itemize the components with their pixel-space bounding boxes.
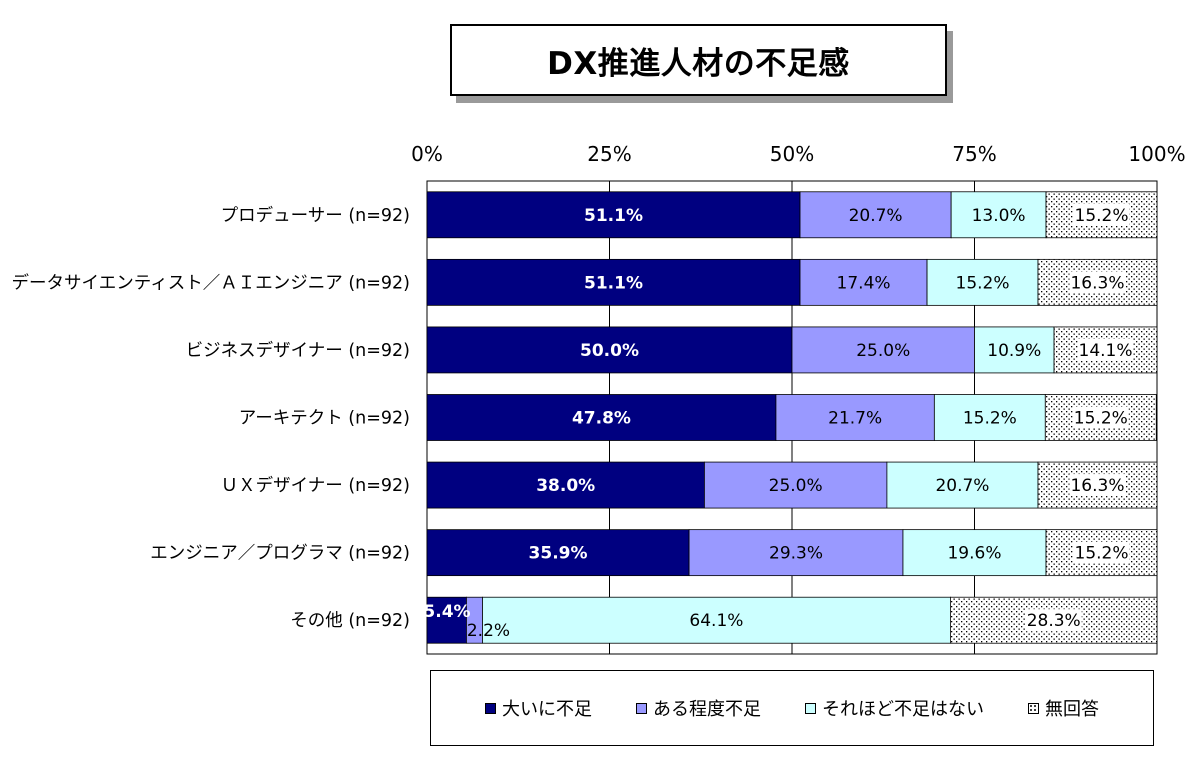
x-tick-label: 50% [770,142,814,166]
value-label: 50.0% [580,341,639,361]
value-label: 2.2% [467,621,510,641]
value-label: 64.1% [689,611,743,631]
bar-segment [950,191,1047,239]
label-backdrop [1069,474,1126,497]
value-label: 20.7% [935,476,989,496]
value-label: 16.3% [1070,476,1124,496]
legend-item: それほど不足はない [805,695,984,721]
value-label: 21.7% [828,409,882,429]
label-backdrop [1077,338,1134,361]
category-label: プロデューサー (n=92) [221,205,410,226]
legend-item: 大いに不足 [485,695,592,721]
value-label: 13.0% [972,206,1026,226]
x-tick-label: 0% [411,142,443,166]
bar-segment [799,191,952,239]
legend-label: 無回答 [1045,699,1099,720]
bar-segment [791,326,975,374]
x-tick-label: 75% [952,142,996,166]
legend-label: ある程度不足 [653,699,761,720]
value-label: 25.0% [769,476,823,496]
legend-label: それほど不足はない [822,699,984,720]
legend-item: ある程度不足 [636,695,761,721]
legend-swatch [485,702,496,714]
value-label: 15.2% [1074,409,1128,429]
bar-segment [933,394,1046,441]
value-label: 20.7% [849,206,903,226]
value-label: 5.4% [423,602,470,622]
value-label: 19.6% [947,544,1001,564]
bar-segment [799,258,928,306]
category-label: エンジニア／プログラマ (n=92) [150,544,410,564]
value-label: 15.2% [1075,544,1129,564]
value-label: 47.8% [572,409,631,429]
value-label: 15.2% [1075,206,1129,226]
bar-segment [974,326,1055,374]
category-label: その他 (n=92) [290,611,410,631]
bar-segment [426,326,793,374]
bar-segment [926,258,1039,306]
value-label: 15.2% [963,409,1017,429]
value-label: 38.0% [536,476,595,496]
label-backdrop [1025,609,1082,632]
bar-segment [688,529,904,577]
label-backdrop [1073,541,1130,564]
bar-segment [482,596,951,644]
value-label: 51.1% [584,206,643,226]
legend-swatch [805,702,816,714]
label-backdrop [1073,203,1130,226]
value-label: 10.9% [987,341,1041,361]
legend-swatch [636,702,647,714]
value-label: 35.9% [529,544,588,564]
value-label: 17.4% [837,273,891,293]
x-tick-label: 25% [587,142,631,166]
category-label: アーキテクト (n=92) [239,409,410,429]
value-label: 25.0% [856,341,910,361]
value-label: 16.3% [1070,273,1124,293]
category-label: ＵＸデザイナー (n=92) [221,475,410,496]
title-box: DX推進人材の不足感 [450,24,947,96]
bar-segment [426,529,690,577]
category-label: データサイエンティスト／ＡＩエンジニア (n=92) [11,272,410,293]
chart-title: DX推進人材の不足感 [547,45,850,82]
value-label: 15.2% [956,273,1010,293]
x-tick-label: 100% [1128,142,1185,166]
bar-segment [902,529,1047,577]
legend-label: 大いに不足 [502,699,592,720]
legend-item: 無回答 [1028,695,1099,721]
bar-segment [886,461,1039,509]
category-label: ビジネスデザイナー (n=92) [186,340,410,361]
value-label: 29.3% [769,544,823,564]
legend-swatch [1028,702,1039,714]
value-label: 51.1% [584,273,643,293]
bar-segment [426,191,801,239]
label-backdrop [1072,406,1129,429]
value-label: 14.1% [1079,341,1133,361]
bar-segment [426,596,467,644]
value-label: 28.3% [1027,611,1081,631]
bar-segment [426,258,801,306]
legend: 大いに不足 ある程度不足 それほど不足はない 無回答 [430,670,1154,746]
label-backdrop [1069,271,1126,294]
